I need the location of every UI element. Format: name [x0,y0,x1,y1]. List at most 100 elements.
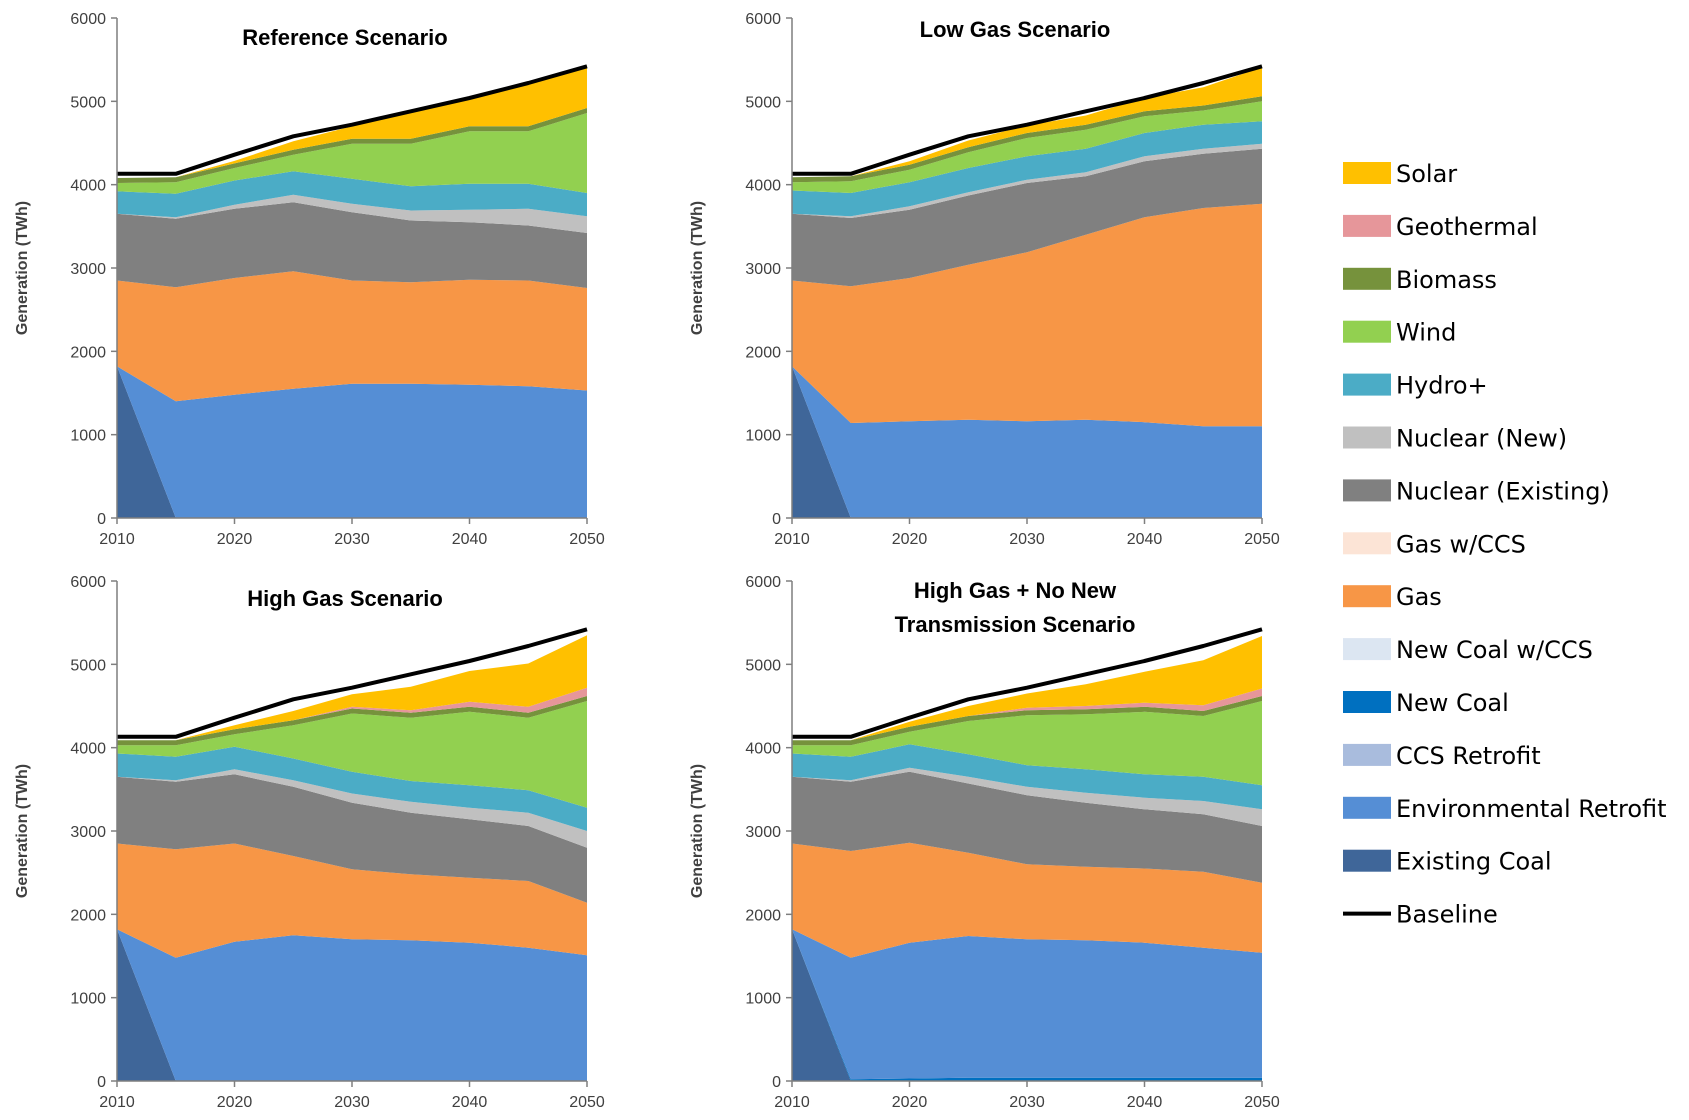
baseline-line [117,64,588,176]
legend-label: Hydro+ [1396,372,1488,400]
x-tick-label: 2050 [569,531,605,548]
area-gas [792,203,1262,427]
x-tick-label: 2050 [1244,531,1280,548]
legend-label: Gas w/CCS [1396,530,1526,558]
x-tick-label: 2010 [774,1094,810,1111]
y-tick-label: 1000 [70,991,106,1008]
legend-label: Gas [1396,583,1442,611]
x-tick-label: 2020 [217,1094,253,1111]
legend-item-new_coal_ccs: New Coal w/CCS [1343,636,1593,664]
y-tick-label: 5000 [70,94,106,111]
area-biomass [792,696,1262,746]
legend-item-env_retrofit: Environmental Retrofit [1343,795,1667,823]
baseline-line [792,627,1263,739]
chart-title: Low Gas Scenario [920,17,1111,42]
x-tick-label: 2040 [452,1094,488,1111]
legend-label: Nuclear (Existing) [1396,477,1610,505]
area-existing-coal [117,366,587,518]
y-tick-label: 5000 [70,657,106,674]
legend-item-nuclear_new: Nuclear (New) [1343,425,1567,453]
legend-swatch [1343,267,1391,290]
y-tick-label: 1000 [70,428,106,445]
area-gas [117,843,587,958]
x-tick-label: 2030 [1009,1094,1045,1111]
legend-swatch [1343,585,1391,608]
area-stack [792,67,1262,518]
area-environmental-retrofit [792,929,1262,1080]
area-nuclear-existing [117,202,587,288]
chart-title-line: Low Gas Scenario [920,17,1111,42]
x-tick-label: 2020 [217,531,253,548]
y-axis-label: Generation (TWh) [689,201,706,335]
baseline-line [792,64,1263,176]
area-stack [117,65,587,518]
x-tick-label: 2020 [892,531,928,548]
x-tick-label: 2010 [99,1094,135,1111]
legend-item-gas: Gas [1343,583,1442,611]
y-tick-label: 3000 [70,824,106,841]
y-tick-label: 3000 [70,261,106,278]
legend-swatch [1343,743,1391,766]
legend-swatch [1343,320,1391,343]
y-tick-label: 4000 [70,178,106,195]
legend-label: Baseline [1396,901,1498,929]
x-tick-label: 2040 [452,531,488,548]
legend-item-new_coal: New Coal [1343,689,1509,717]
area-stack [117,635,587,1081]
legend-item-baseline: Baseline [1343,901,1498,929]
y-tick-label: 6000 [70,574,106,591]
legend-label: Existing Coal [1396,848,1552,876]
area-environmental-retrofit [792,366,1262,518]
area-nuclear-existing [792,771,1262,883]
legend-item-solar: Solar [1343,160,1457,188]
chart-panels: 0 1000 2000 3000 4000 5000 6000 2010 2020 2030 204… [14,11,1280,1111]
y-tick-label: 6000 [745,11,781,28]
y-tick-label: 1000 [745,991,781,1008]
x-tick-label: 2040 [1127,1094,1163,1111]
x-tick-label: 2030 [334,1094,370,1111]
chart-title-line: High Gas + No New [914,578,1117,603]
legend-item-nuclear_existing: Nuclear (Existing) [1343,477,1610,505]
legend-item-gas_ccs: Gas w/CCS [1343,530,1526,558]
y-axis-label: Generation (TWh) [689,764,706,898]
legend-label: Environmental Retrofit [1396,795,1667,823]
area-biomass [117,108,587,183]
legend-swatch [1343,849,1391,872]
x-tick-label: 2010 [99,531,135,548]
area-existing-coal [117,929,587,1081]
y-tick-label: 0 [772,511,781,528]
area-environmental-retrofit [117,929,587,1081]
x-tick-label: 2010 [774,531,810,548]
area-hydro [792,744,1262,810]
legend-item-ccs_retrofit: CCS Retrofit [1343,742,1541,770]
area-biomass [792,96,1262,183]
legend-label: CCS Retrofit [1396,742,1541,770]
area-biomass [117,696,587,746]
y-tick-label: 3000 [745,261,781,278]
legend-swatch [1343,214,1391,237]
y-tick-label: 2000 [745,907,781,924]
area-hydro [792,121,1262,217]
area-wind [792,101,1262,193]
area-wind [117,701,587,808]
area-wind [792,701,1262,786]
baseline-line [117,627,588,739]
y-tick-label: 1000 [745,428,781,445]
legend-label: Nuclear (New) [1396,425,1567,453]
x-tick-label: 2030 [334,531,370,548]
area-existing-coal [792,366,1262,518]
y-tick-label: 3000 [745,824,781,841]
legend-label: New Coal w/CCS [1396,636,1593,664]
legend-item-biomass: Biomass [1343,266,1497,294]
chart-panel-3: 0 1000 2000 3000 4000 5000 6000 2010 2020 2030 204… [14,574,605,1111]
x-tick-label: 2050 [1244,1094,1280,1111]
y-tick-label: 5000 [745,657,781,674]
legend-swatch [1343,796,1391,819]
y-axis-label: Generation (TWh) [14,201,31,335]
y-tick-label: 6000 [745,574,781,591]
y-axis-label: Generation (TWh) [14,764,31,898]
y-tick-label: 6000 [70,11,106,28]
y-tick-label: 2000 [70,907,106,924]
legend-swatch [1343,426,1391,449]
